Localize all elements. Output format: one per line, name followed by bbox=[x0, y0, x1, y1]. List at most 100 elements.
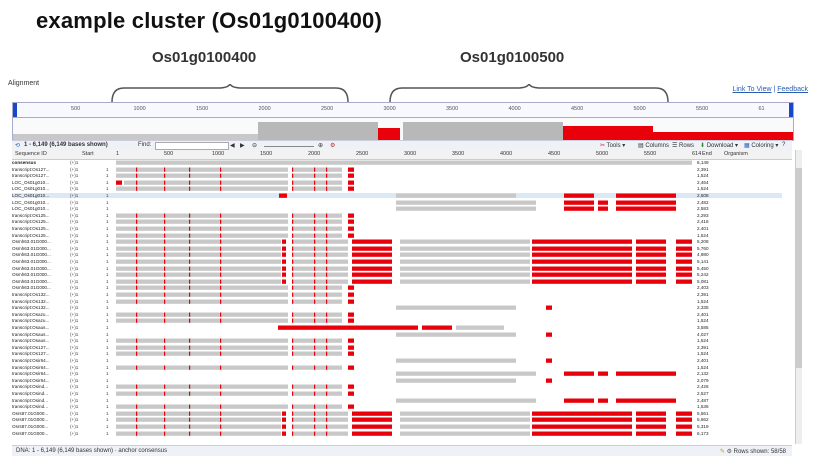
alignment-row[interactable]: Osrs87.01G000... (+)1 1 6,173 bbox=[12, 431, 782, 436]
sequence-id[interactable]: Osmh63.01G000... bbox=[12, 278, 51, 284]
refresh-icon[interactable]: ⟲ bbox=[15, 143, 21, 149]
tools-button[interactable]: ✂ Tools ▾ bbox=[600, 143, 626, 149]
zoom-in-icon[interactable]: ⊕ bbox=[318, 143, 324, 149]
sequence-id[interactable]: transcript:Os132... bbox=[12, 298, 50, 304]
sequence-id[interactable]: Osrs87.01G000... bbox=[12, 410, 49, 416]
alignment-row[interactable]: LOC_Os01g010... (+)1 1 2,583 bbox=[12, 206, 782, 211]
alignment-row[interactable]: Osrs87.01G000... (+)1 1 5,319 bbox=[12, 424, 782, 429]
sequence-id[interactable]: transcript:Osir64... bbox=[12, 377, 50, 383]
ruler-right-handle[interactable] bbox=[789, 103, 793, 117]
sequence-id[interactable]: transcript:Os127... bbox=[12, 173, 50, 179]
sequence-id[interactable]: Osmh63.01G000... bbox=[12, 239, 51, 245]
alignment-row[interactable]: Osmh63.01G000... (+)1 1 5,760 bbox=[12, 246, 782, 251]
alignment-row[interactable]: Osmh63.01G000... (+)1 1 2,403 bbox=[12, 285, 782, 290]
column-sequence-id[interactable]: Sequence ID bbox=[15, 151, 47, 157]
columns-button[interactable]: ▤ Columns bbox=[638, 143, 670, 149]
rows-button[interactable]: ☰ Rows bbox=[672, 143, 695, 149]
alignment-row[interactable]: transcript:Os132... (+)1 1 2,391 bbox=[12, 292, 782, 297]
alignment-row[interactable]: transcript:Os125... (+)1 1 2,401 bbox=[12, 226, 782, 231]
alignment-row[interactable]: transcript:Os125... (+)1 1 2,293 bbox=[12, 213, 782, 218]
alignment-row[interactable]: transcript:Osir64... (+)1 1 2,401 bbox=[12, 358, 782, 363]
alignment-row[interactable]: transcript:Os125... (+)1 1 2,416 bbox=[12, 219, 782, 224]
sequence-id[interactable]: LOC_Os01g010... bbox=[12, 193, 50, 198]
alignment-row[interactable]: transcript:Os127... (+)1 1 2,391 bbox=[12, 345, 782, 350]
alignment-row[interactable]: transcript:Osind... (+)1 1 2,527 bbox=[12, 391, 782, 396]
alignment-row[interactable]: transcript:Os127... (+)1 1 2,391 bbox=[12, 167, 782, 172]
sequence-id[interactable]: transcript:Osaus... bbox=[12, 325, 50, 330]
alignment-row[interactable]: transcript:Osaus... (+)1 1 1,524 bbox=[12, 338, 782, 343]
sequence-id[interactable]: transcript:Osind... bbox=[12, 384, 48, 390]
alignment-row[interactable]: LOC_Os01g010... (+)1 1 2,464 bbox=[12, 180, 782, 185]
sequence-id[interactable]: transcript:Osaus... bbox=[12, 331, 50, 337]
coloring-button[interactable]: ▦ Coloring ▾ bbox=[744, 143, 779, 149]
alignment-row[interactable]: transcript:Osir64... (+)1 1 2,079 bbox=[12, 378, 782, 383]
find-prev-icon[interactable]: ◀ bbox=[230, 143, 235, 149]
sequence-id[interactable]: transcript:Os132... bbox=[12, 292, 50, 297]
sequence-id[interactable]: Osmh63.01G000... bbox=[12, 285, 51, 291]
alignment-row[interactable]: Osmh63.01G000... (+)1 1 4,980 bbox=[12, 252, 782, 257]
sequence-id[interactable]: Osmh63.01G000... bbox=[12, 252, 51, 258]
find-next-icon[interactable]: ▶ bbox=[240, 143, 245, 149]
sequence-id[interactable]: Osmh63.01G000... bbox=[12, 272, 51, 278]
sequence-id[interactable]: transcript:Osaus... bbox=[12, 338, 50, 344]
alignment-row[interactable]: transcript:Osir64... (+)1 1 2,132 bbox=[12, 371, 782, 376]
alignment-row[interactable]: transcript:Os125... (+)1 1 1,524 bbox=[12, 233, 782, 238]
column-organism[interactable]: Organism bbox=[724, 151, 748, 157]
sequence-id[interactable]: LOC_Os01g010... bbox=[12, 186, 50, 192]
alignment-row[interactable]: transcript:Os132... (+)1 1 2,335 bbox=[12, 305, 782, 310]
download-button[interactable]: ⬇ Download ▾ bbox=[700, 143, 739, 149]
sequence-id[interactable]: LOC_Os01g010... bbox=[12, 179, 50, 185]
alignment-row[interactable]: Osmh63.01G000... (+)1 1 5,208 bbox=[12, 239, 782, 244]
sequence-id[interactable]: Osmh63.01G000... bbox=[12, 245, 51, 251]
alignment-row[interactable]: transcript:Os132... (+)1 1 1,524 bbox=[12, 299, 782, 304]
help-icon[interactable]: ? bbox=[782, 142, 786, 148]
alignment-row[interactable]: Osmh63.01G000... (+)1 1 5,141 bbox=[12, 259, 782, 264]
sequence-id[interactable]: transcript:Osind... bbox=[12, 404, 48, 410]
sequence-id[interactable]: transcript:Osir64... bbox=[12, 358, 50, 363]
sequence-id[interactable]: transcript:Os132... bbox=[12, 305, 50, 311]
pencil-icon[interactable]: ✎ bbox=[719, 449, 725, 455]
link-to-view-link[interactable]: Link To View bbox=[732, 86, 772, 93]
sequence-id[interactable]: transcript:Osind... bbox=[12, 391, 48, 396]
scrollbar-thumb[interactable] bbox=[796, 168, 802, 368]
sequence-id[interactable]: transcript:Os125... bbox=[12, 212, 50, 218]
alignment-row[interactable]: LOC_Os01g010... (+)1 1 2,482 bbox=[12, 200, 782, 205]
alignment-row[interactable]: Osrs87.01G000... (+)1 1 5,662 bbox=[12, 417, 782, 422]
sequence-id[interactable]: transcript:Os127... bbox=[12, 166, 50, 172]
alignment-row[interactable]: Osmh63.01G000... (+)1 1 5,450 bbox=[12, 266, 782, 271]
alignment-row[interactable]: transcript:Osazu... (+)1 1 2,401 bbox=[12, 312, 782, 317]
alignment-row[interactable]: LOC_Os01g010... (+)1 1 2,508 bbox=[12, 193, 782, 199]
sequence-id[interactable]: transcript:Os125... bbox=[12, 219, 50, 225]
find-input[interactable] bbox=[155, 142, 229, 150]
sequence-id[interactable]: Osmh63.01G000... bbox=[12, 265, 51, 271]
alignment-row[interactable]: transcript:Osind... (+)1 1 1,536 bbox=[12, 404, 782, 409]
alignment-row[interactable]: Osmh63.01G000... (+)1 1 5,081 bbox=[12, 279, 782, 284]
sequence-id[interactable]: LOC_Os01g010... bbox=[12, 206, 50, 212]
ruler-left-handle[interactable] bbox=[13, 103, 17, 117]
settings-icon[interactable]: ⚙ bbox=[330, 143, 336, 149]
sequence-id[interactable]: transcript:Osazu... bbox=[12, 318, 50, 324]
sequence-id[interactable]: transcript:Os125... bbox=[12, 226, 50, 231]
sequence-id[interactable]: transcript:Osir64... bbox=[12, 371, 50, 377]
sequence-id[interactable]: transcript:Os127... bbox=[12, 344, 50, 350]
sequence-id[interactable]: Osrs87.01G000... bbox=[12, 424, 49, 429]
alignment-row[interactable]: transcript:Osaus... (+)1 1 3,585 bbox=[12, 325, 782, 330]
sequence-id[interactable]: transcript:Osind... bbox=[12, 397, 48, 403]
sequence-id[interactable]: transcript:Osazu... bbox=[12, 311, 50, 317]
alignment-row[interactable]: transcript:Osir64... (+)1 1 1,524 bbox=[12, 365, 782, 370]
sequence-id[interactable]: transcript:Os125... bbox=[12, 232, 50, 238]
consensus-row[interactable]: consensus (+)1 6,149 bbox=[12, 160, 782, 165]
column-start[interactable]: Start bbox=[82, 151, 94, 157]
alignment-row[interactable]: transcript:Osind... (+)1 1 2,487 bbox=[12, 398, 782, 403]
alignment-row[interactable]: Osrs87.01G000... (+)1 1 5,561 bbox=[12, 411, 782, 416]
column-end[interactable]: End bbox=[702, 151, 712, 157]
alignment-row[interactable]: transcript:Os127... (+)1 1 1,524 bbox=[12, 173, 782, 178]
sequence-id[interactable]: LOC_Os01g010... bbox=[12, 199, 50, 205]
zoom-slider[interactable] bbox=[264, 142, 314, 147]
gear-icon[interactable]: ⚙ bbox=[726, 449, 732, 455]
sequence-id[interactable]: Osrs87.01G000... bbox=[12, 430, 49, 436]
alignment-row[interactable]: transcript:Osind... (+)1 1 2,426 bbox=[12, 384, 782, 389]
sequence-id[interactable]: Osrs87.01G000... bbox=[12, 417, 49, 423]
alignment-row[interactable]: Osmh63.01G000... (+)1 1 5,242 bbox=[12, 272, 782, 277]
overview-ruler[interactable]: 500 1000 1500 2000 2500 3000 3500 4000 4500 5000 5… bbox=[12, 102, 794, 118]
